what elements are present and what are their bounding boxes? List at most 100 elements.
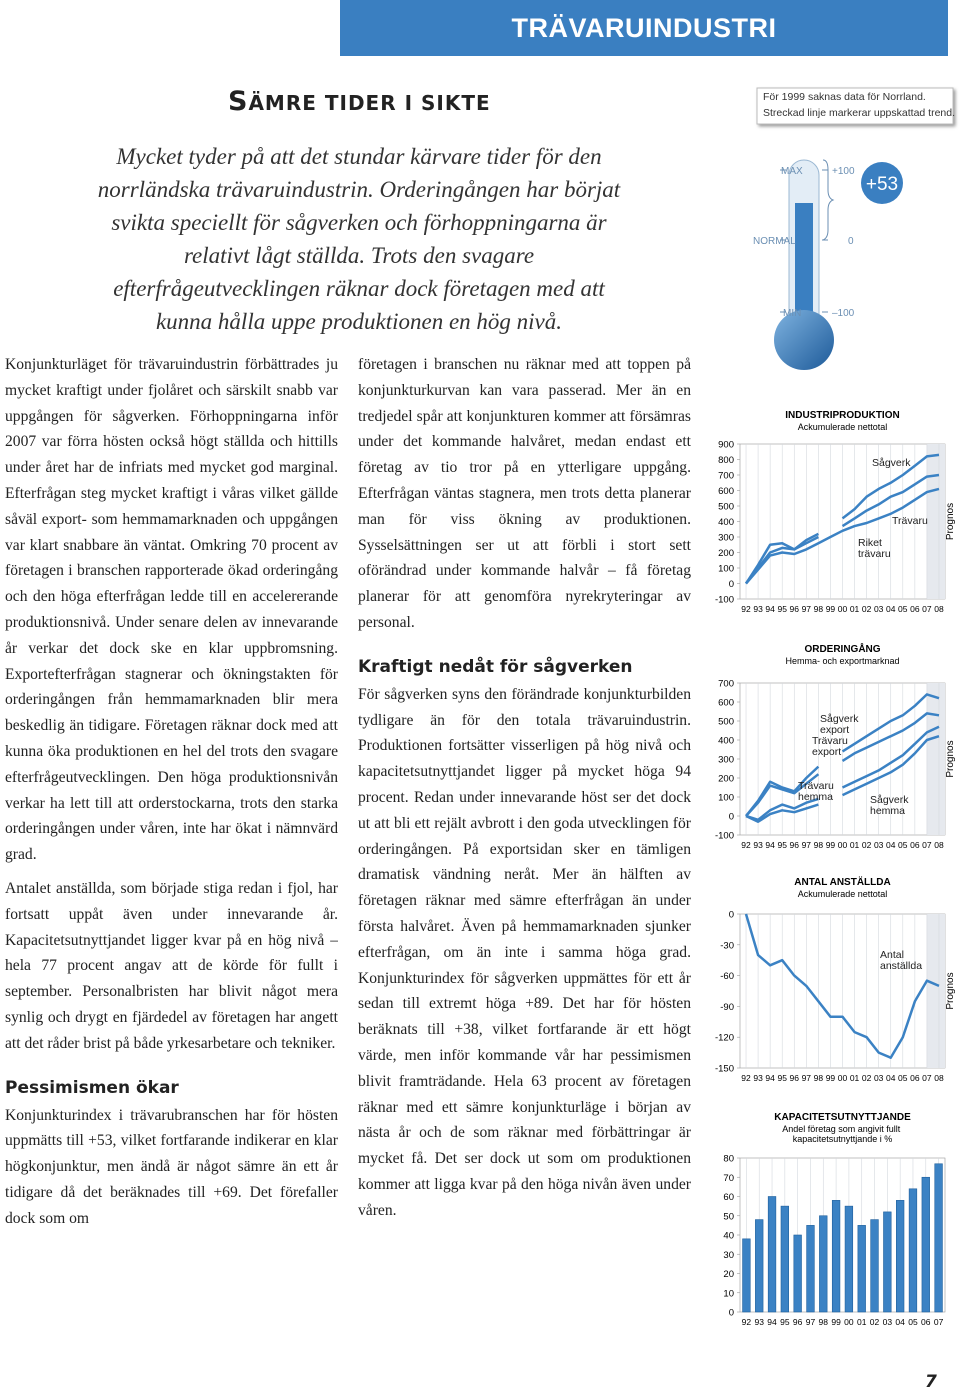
y-tick-label: 700	[718, 471, 734, 482]
y-tick-label: -100	[715, 595, 734, 606]
x-tick-label: 01	[850, 1073, 860, 1083]
x-tick-label: 07	[922, 1073, 932, 1083]
note: För 1999 saknas data för Norrland.	[763, 91, 926, 103]
y-tick-label: -100	[715, 831, 734, 842]
series-label: Trävaru hemma	[798, 780, 837, 803]
x-tick-label: 02	[862, 840, 872, 850]
x-tick-label: 92	[741, 1073, 751, 1083]
y-tick-label: 20	[723, 1269, 734, 1280]
y-tick-label: 50	[723, 1211, 734, 1222]
y-tick-label: 700	[718, 679, 734, 690]
x-tick-label: 06	[921, 1317, 931, 1327]
x-tick-label: 93	[754, 1317, 764, 1327]
x-tick-label: 94	[765, 1073, 775, 1083]
x-tick-label: 92	[741, 604, 751, 614]
x-tick-label: 04	[886, 840, 896, 850]
x-tick-label: 05	[898, 604, 908, 614]
scale	[780, 169, 828, 313]
chart-title: KAPACITETSUTNYTTJANDE	[774, 1112, 911, 1123]
y-tick-label: 200	[718, 774, 734, 785]
x-tick-label: 98	[814, 604, 824, 614]
bar	[844, 1205, 854, 1313]
y-tick-label: 80	[723, 1154, 734, 1165]
y-tick-label: 300	[718, 533, 734, 544]
series-label: Trävaru	[892, 515, 928, 527]
x-tick-label: 96	[790, 840, 800, 850]
forecast-band	[926, 683, 945, 835]
paragraph: Konjunkturläget för trävaruindustrin för…	[5, 356, 338, 864]
y-tick-label: 60	[723, 1192, 734, 1203]
column: Konjunkturläget för trävaruindustrin för…	[5, 352, 338, 1362]
x-tick-label: 04	[895, 1317, 905, 1327]
x-tick-label: 03	[874, 1073, 884, 1083]
y-tick-label: 100	[718, 564, 734, 575]
x-tick-label: 01	[850, 840, 860, 850]
x-tick-label: 98	[814, 840, 824, 850]
bar	[934, 1163, 943, 1313]
chart-title: INDUSTRIPRODUKTION	[785, 410, 899, 421]
x-tick-label: 94	[765, 604, 775, 614]
x-tick-label: 98	[819, 1317, 829, 1327]
x-tick-label: 03	[874, 840, 884, 850]
x-tick-label: 99	[831, 1317, 841, 1327]
line	[745, 735, 940, 823]
y-tick-label: -90	[720, 1002, 734, 1013]
x-tick-label: 96	[790, 604, 800, 614]
brace	[822, 159, 835, 241]
bar	[780, 1205, 789, 1313]
x-tick-label: 93	[753, 1073, 763, 1083]
y-tick-label: 600	[718, 486, 734, 497]
x-tick-label: 94	[767, 1317, 777, 1327]
y-tick-label: 0	[729, 1308, 734, 1319]
index-value: +53	[866, 174, 898, 195]
x-tick-label: 99	[826, 840, 836, 850]
x-tick-label: 02	[862, 1073, 872, 1083]
x-tick-label: 97	[802, 1073, 812, 1083]
y-tick-label: 0	[729, 910, 734, 921]
bar	[806, 1225, 815, 1313]
x-tick-label: 04	[886, 604, 896, 614]
x-tick-label: 95	[780, 1317, 790, 1327]
chart-subtitle: Hemma- och exportmarknad	[785, 656, 899, 666]
x-tick-label: 02	[862, 604, 872, 614]
series-label: Antal anställda	[880, 949, 922, 972]
x-tick-label: 02	[870, 1317, 880, 1327]
chart-title: ANTAL ANSTÄLLDA	[794, 875, 890, 888]
page-number: 7	[925, 1372, 937, 1392]
series-label: Sågverk hemma	[870, 794, 911, 817]
subheading: Pessimismen ökar	[5, 1077, 179, 1098]
paragraph: För sågverken syns den förändrade konjun…	[358, 685, 691, 1219]
line	[745, 487, 940, 585]
x-tick-label: 00	[838, 840, 848, 850]
y-tick-label: 400	[718, 517, 734, 528]
x-tick-label: 96	[790, 1073, 800, 1083]
y-tick-label: 40	[723, 1231, 734, 1242]
y-tick-label: 100	[718, 793, 734, 804]
y-tick-label: 600	[718, 698, 734, 709]
series-label: Sågverk export	[820, 713, 861, 736]
paragraph: Konjunkturindex i trävarubranschen har f…	[5, 1106, 338, 1227]
gauge-label: +100	[832, 166, 855, 177]
forecast-band	[926, 914, 945, 1068]
x-tick-label: 95	[777, 604, 787, 614]
forecast-band	[926, 444, 945, 599]
x-tick-label: 95	[777, 1073, 787, 1083]
chart-title: ORDERINGÅNG	[804, 642, 880, 655]
x-tick-label: 97	[802, 840, 812, 850]
bar	[870, 1219, 879, 1313]
lead: Mycket tyder på att det stundar kärvare …	[97, 144, 621, 334]
paragraph: företagen i branschen nu räknar med att …	[358, 356, 691, 631]
bulb	[774, 310, 834, 370]
x-tick-label: 07	[922, 840, 932, 850]
x-tick-label: 00	[844, 1317, 854, 1327]
x-tick-label: 92	[741, 840, 751, 850]
bar	[896, 1200, 905, 1313]
y-tick-label: 70	[723, 1173, 734, 1184]
banner: TRÄVARUINDUSTRI	[340, 0, 948, 56]
y-tick-label: -150	[715, 1064, 734, 1075]
series-label: Trävaru export	[812, 735, 851, 758]
chart-subtitle: Ackumulerade nettotal	[798, 422, 888, 432]
bar	[908, 1188, 918, 1313]
